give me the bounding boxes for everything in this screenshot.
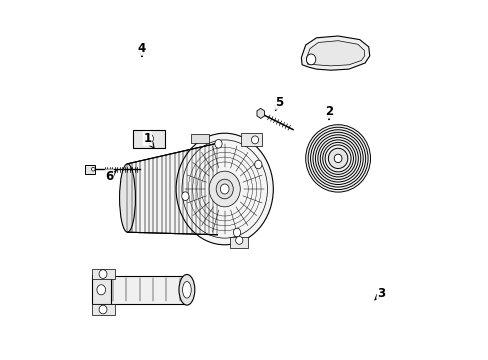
Bar (191, 134, 209, 143)
Ellipse shape (99, 270, 107, 278)
Ellipse shape (179, 274, 194, 305)
Ellipse shape (328, 148, 347, 168)
Polygon shape (306, 41, 364, 66)
Ellipse shape (99, 305, 107, 314)
Bar (91, 305, 115, 315)
Ellipse shape (209, 171, 240, 207)
Ellipse shape (235, 237, 243, 244)
Text: 4: 4 (138, 42, 146, 57)
Text: 2: 2 (325, 105, 332, 120)
Text: 6: 6 (105, 170, 116, 183)
Text: 1: 1 (143, 132, 154, 148)
Bar (133, 130, 165, 148)
Ellipse shape (176, 133, 273, 245)
Ellipse shape (182, 192, 188, 201)
Bar (230, 238, 248, 248)
Bar (240, 134, 262, 147)
Bar (85, 165, 95, 174)
Ellipse shape (220, 184, 228, 194)
Ellipse shape (216, 179, 233, 199)
Ellipse shape (305, 125, 370, 192)
Ellipse shape (233, 228, 240, 237)
Bar (91, 275, 111, 305)
Text: 5: 5 (274, 96, 282, 111)
Polygon shape (301, 36, 369, 70)
Ellipse shape (144, 134, 153, 143)
Polygon shape (127, 143, 217, 235)
Ellipse shape (182, 282, 191, 298)
Ellipse shape (120, 164, 135, 232)
Polygon shape (256, 108, 264, 118)
Ellipse shape (91, 167, 95, 171)
Text: 3: 3 (374, 287, 385, 300)
Bar (106, 276, 186, 303)
Bar (91, 269, 115, 279)
Ellipse shape (306, 54, 315, 65)
Ellipse shape (214, 139, 222, 148)
Ellipse shape (254, 160, 262, 169)
Ellipse shape (333, 154, 341, 163)
Ellipse shape (251, 136, 258, 144)
Ellipse shape (97, 285, 105, 295)
